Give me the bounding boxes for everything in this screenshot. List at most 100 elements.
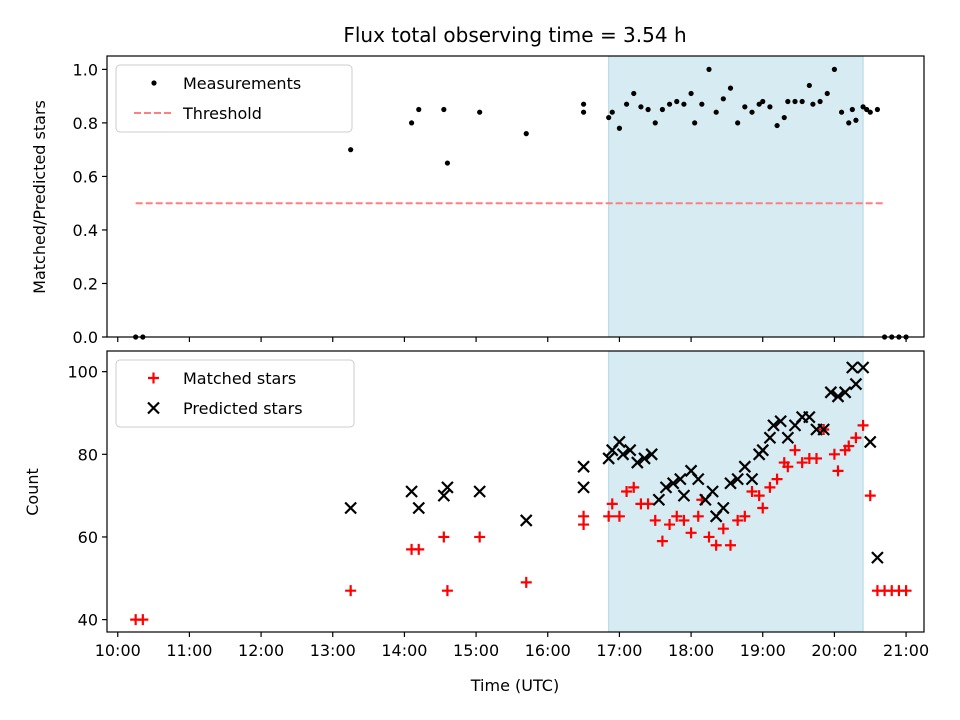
data-point bbox=[710, 539, 722, 551]
data-point bbox=[348, 147, 354, 153]
data-point bbox=[853, 117, 859, 123]
data-point bbox=[757, 502, 769, 514]
data-point bbox=[691, 472, 705, 486]
data-point bbox=[603, 510, 615, 522]
data-point bbox=[735, 120, 741, 126]
data-point bbox=[623, 101, 630, 107]
data-point bbox=[857, 419, 869, 431]
data-point bbox=[782, 461, 794, 473]
data-point bbox=[649, 514, 661, 526]
data-point bbox=[832, 465, 844, 477]
highlight-span bbox=[608, 350, 864, 633]
data-point bbox=[438, 531, 450, 543]
data-point bbox=[745, 472, 759, 486]
data-point bbox=[849, 106, 855, 113]
data-point bbox=[864, 490, 876, 502]
data-point bbox=[767, 104, 773, 110]
bottom-panel: 40 60 80 100 10:00 11:00 12:00 13:00 14:00 15:00 1… bbox=[67, 350, 929, 660]
legend: Matched stars Predicted stars bbox=[115, 359, 355, 428]
data-point bbox=[474, 531, 486, 543]
y-tick-label: 0.8 bbox=[73, 114, 98, 133]
data-point bbox=[846, 361, 859, 374]
y-tick-label: 0.0 bbox=[73, 328, 98, 347]
data-point bbox=[656, 535, 668, 547]
data-point bbox=[699, 101, 705, 107]
data-point bbox=[860, 104, 866, 110]
data-point bbox=[739, 510, 751, 522]
data-point bbox=[606, 114, 612, 121]
chart-title: Flux total observing time = 3.54 h bbox=[343, 23, 686, 47]
y-tick-label: 100 bbox=[67, 363, 98, 382]
x-tick-label: 14:00 bbox=[381, 641, 427, 660]
data-point bbox=[824, 386, 838, 399]
x-tick-label: 17:00 bbox=[596, 641, 642, 660]
data-point bbox=[580, 109, 587, 115]
highlight-span bbox=[608, 55, 864, 338]
data-point bbox=[645, 106, 651, 113]
data-point bbox=[703, 531, 715, 543]
data-point bbox=[799, 98, 805, 105]
x-tick-label: 20:00 bbox=[811, 641, 857, 660]
data-point bbox=[416, 106, 422, 113]
data-point bbox=[742, 104, 748, 110]
y-tick-label: 0.2 bbox=[73, 274, 98, 293]
data-point bbox=[767, 419, 780, 432]
data-point bbox=[843, 440, 855, 452]
data-point bbox=[137, 614, 149, 626]
data-point bbox=[774, 414, 787, 428]
data-point bbox=[831, 66, 838, 72]
legend-box bbox=[115, 64, 353, 133]
x-tick-label: 10:00 bbox=[95, 641, 141, 660]
data-point bbox=[652, 120, 658, 126]
data-point bbox=[609, 109, 615, 115]
y-tick-label: 40 bbox=[78, 611, 98, 630]
top-panel: 0.0 0.2 0.4 0.6 0.8 1.0 Measurements Threshold bbox=[73, 55, 925, 347]
data-point bbox=[850, 432, 862, 444]
legend-box bbox=[115, 359, 355, 428]
x-tick-label: 16:00 bbox=[525, 641, 571, 660]
data-point bbox=[677, 489, 691, 502]
legend-label: Predicted stars bbox=[183, 399, 303, 418]
data-point bbox=[441, 481, 454, 494]
data-point bbox=[405, 485, 418, 498]
x-tick-label: 11:00 bbox=[166, 641, 212, 660]
top-y-axis-label: Matched/Predicted stars bbox=[30, 100, 49, 294]
y-tick-label: 80 bbox=[78, 445, 98, 464]
data-point bbox=[720, 96, 726, 102]
data-point bbox=[623, 443, 637, 457]
data-point bbox=[817, 423, 830, 436]
data-point bbox=[678, 514, 690, 526]
y-tick-label: 1.0 bbox=[73, 60, 98, 79]
data-point bbox=[692, 120, 698, 126]
data-point bbox=[781, 431, 795, 445]
data-point bbox=[863, 435, 877, 449]
data-point bbox=[671, 510, 683, 522]
data-point bbox=[477, 109, 483, 115]
data-point bbox=[344, 501, 357, 515]
series-predicted-stars bbox=[344, 361, 884, 564]
data-point bbox=[803, 410, 816, 424]
data-point bbox=[616, 125, 623, 131]
data-point bbox=[616, 448, 630, 461]
data-point bbox=[817, 98, 823, 105]
data-point bbox=[580, 101, 587, 107]
data-point bbox=[577, 460, 590, 473]
data-point bbox=[828, 448, 840, 460]
legend-label: Threshold bbox=[182, 104, 262, 123]
data-point bbox=[642, 498, 654, 510]
data-point bbox=[706, 66, 712, 72]
legend-label: Matched stars bbox=[183, 369, 296, 388]
x-tick-label: 12:00 bbox=[238, 641, 284, 660]
data-point bbox=[871, 551, 884, 564]
data-point bbox=[652, 493, 666, 507]
data-point bbox=[749, 109, 755, 115]
series-measurements bbox=[133, 66, 909, 340]
data-point bbox=[849, 377, 863, 391]
data-point bbox=[732, 514, 744, 526]
data-point bbox=[441, 585, 453, 597]
data-point bbox=[685, 527, 697, 539]
data-point bbox=[717, 501, 730, 515]
data-point bbox=[785, 98, 791, 105]
data-point bbox=[577, 481, 590, 494]
